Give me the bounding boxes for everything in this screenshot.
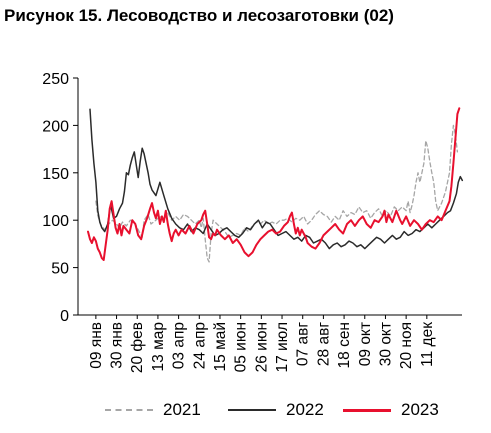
legend: 2021 2022 2023 bbox=[0, 400, 491, 428]
legend-label-2022: 2022 bbox=[286, 400, 324, 419]
x-tick-label: 20 ноя bbox=[398, 322, 415, 369]
x-tick-label: 13 мар bbox=[150, 322, 167, 371]
x-tick-label: 17 июл bbox=[274, 322, 291, 373]
x-tick-label: 30 окт bbox=[377, 322, 394, 366]
x-tick-label: 15 май bbox=[212, 322, 229, 371]
y-tick-label: 200 bbox=[42, 118, 69, 135]
series-lines bbox=[87, 107, 464, 263]
x-tick-label: 18 сен bbox=[336, 322, 353, 368]
chart-title: Рисунок 15. Лесоводство и лесозаготовки … bbox=[4, 6, 394, 25]
legend-item-2021: 2021 bbox=[105, 400, 201, 420]
y-axis: 0 50 100 150 200 250 bbox=[42, 71, 79, 325]
legend-label-2023: 2023 bbox=[401, 400, 439, 419]
x-tick-label: 09 окт bbox=[357, 322, 374, 366]
legend-label-2021: 2021 bbox=[163, 400, 201, 419]
x-tick-label: 05 июн bbox=[233, 322, 250, 372]
legend-item-2022: 2022 bbox=[228, 400, 324, 420]
x-tick-label: 26 июн bbox=[253, 322, 270, 372]
y-tick-label: 0 bbox=[60, 308, 69, 325]
y-tick-label: 150 bbox=[42, 166, 69, 183]
x-tick-label: 09 янв bbox=[88, 322, 105, 369]
y-tick-label: 50 bbox=[51, 261, 69, 278]
x-axis: 09 янв 30 янв 20 фев 13 мар 03 апр 24 апр 15 м… bbox=[78, 314, 462, 373]
legend-swatch-2022 bbox=[228, 409, 276, 411]
series-line-2021 bbox=[95, 124, 459, 263]
x-tick-label: 30 янв bbox=[109, 322, 126, 369]
x-tick-label: 11 дек bbox=[419, 322, 436, 367]
y-tick-label: 250 bbox=[42, 71, 69, 88]
x-tick-label: 03 апр bbox=[171, 322, 188, 369]
x-tick-label: 28 авг bbox=[315, 322, 332, 366]
x-tick-label: 07 авг bbox=[295, 322, 312, 366]
series-line-2023 bbox=[87, 107, 461, 261]
legend-swatch-2023 bbox=[343, 408, 391, 412]
x-tick-label: 20 фев bbox=[129, 322, 146, 373]
legend-item-2023: 2023 bbox=[343, 400, 439, 420]
y-tick-label: 100 bbox=[42, 213, 69, 230]
x-tick-label: 24 апр bbox=[191, 322, 208, 369]
series-line-2022 bbox=[89, 108, 464, 250]
legend-swatch-2021 bbox=[105, 409, 153, 411]
